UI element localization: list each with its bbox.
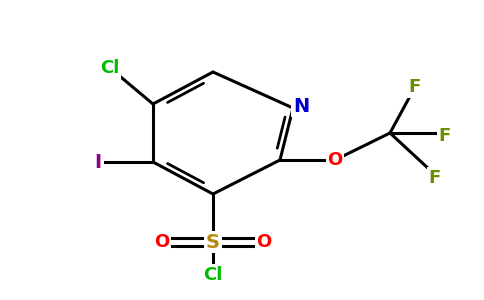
- Text: F: F: [409, 78, 421, 96]
- Text: F: F: [429, 169, 441, 187]
- Text: S: S: [206, 232, 220, 251]
- Text: F: F: [439, 127, 451, 145]
- Text: Cl: Cl: [100, 59, 120, 77]
- Text: O: O: [327, 151, 343, 169]
- Text: I: I: [94, 152, 102, 172]
- Text: O: O: [257, 233, 272, 251]
- Text: O: O: [154, 233, 169, 251]
- Text: Cl: Cl: [203, 266, 223, 284]
- Text: N: N: [293, 97, 309, 116]
